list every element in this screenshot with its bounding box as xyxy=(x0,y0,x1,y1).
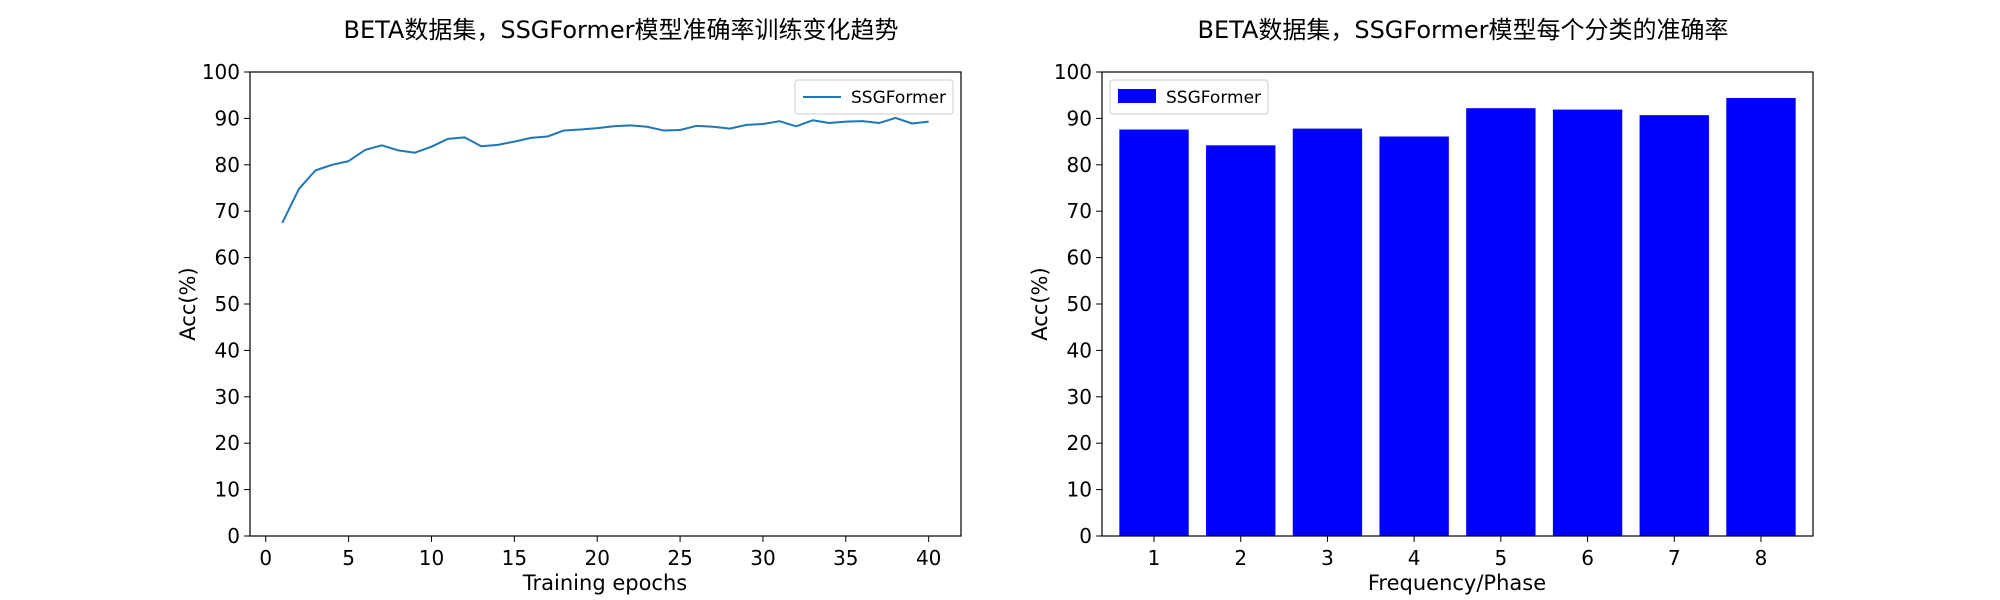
y-tick-label: 100 xyxy=(202,60,240,84)
y-tick-label: 60 xyxy=(1067,246,1092,270)
y-tick-label: 80 xyxy=(1067,153,1092,177)
y-tick-label: 70 xyxy=(215,199,240,223)
line-chart: BETA数据集，SSGFormer模型准确率训练变化趋势 01020304050… xyxy=(176,16,962,595)
line-chart-ticks: 0 10 20 30 40 50 60 70 80 90 100 0 5 10 15 20 25 30 35 40 xyxy=(202,60,942,570)
bar-chart-frame xyxy=(1101,71,1814,537)
y-tick-label: 100 xyxy=(1054,60,1092,84)
x-tick-label: 2 xyxy=(1234,546,1247,570)
y-tick-label: 30 xyxy=(1067,385,1092,409)
x-tick-label: 4 xyxy=(1408,546,1421,570)
x-tick-label: 7 xyxy=(1668,546,1681,570)
y-tick-label: 10 xyxy=(215,478,240,502)
x-tick-label: 0 xyxy=(259,546,272,570)
x-tick-label: 30 xyxy=(750,546,775,570)
line-chart-marks xyxy=(281,116,929,224)
line-chart-title: BETA数据集，SSGFormer模型准确率训练变化趋势 xyxy=(344,16,899,44)
bar-legend-swatch xyxy=(1118,89,1156,103)
y-tick-label: 20 xyxy=(1067,431,1092,455)
line-legend-label: SSGFormer xyxy=(851,88,946,108)
y-tick-label: 0 xyxy=(227,524,240,548)
y-tick-label: 20 xyxy=(215,431,240,455)
x-tick-label: 15 xyxy=(502,546,527,570)
y-tick-label: 50 xyxy=(1067,292,1092,316)
bar xyxy=(1466,108,1536,536)
x-tick-label: 3 xyxy=(1321,546,1334,570)
y-tick-label: 40 xyxy=(1067,338,1092,362)
line-chart-frame xyxy=(249,71,962,537)
x-tick-label: 20 xyxy=(584,546,609,570)
bar-chart: BETA数据集，SSGFormer模型每个分类的准确率 0 10 20 30 40 50 6… xyxy=(1028,16,1814,595)
y-tick-label: 0 xyxy=(1079,524,1092,548)
x-tick-label: 5 xyxy=(1494,546,1507,570)
bar-chart-marks xyxy=(1119,97,1796,537)
y-tick-label: 30 xyxy=(215,385,240,409)
bar-chart-xlabel: Frequency/Phase xyxy=(1368,571,1546,595)
x-tick-label: 10 xyxy=(419,546,444,570)
series-line xyxy=(281,116,929,224)
bar-chart-title: BETA数据集，SSGFormer模型每个分类的准确率 xyxy=(1198,16,1729,44)
line-chart-xlabel: Training epochs xyxy=(522,571,687,595)
bar-legend-box xyxy=(1109,79,1269,115)
bar-legend-label: SSGFormer xyxy=(1166,88,1261,108)
line-legend-box xyxy=(794,79,954,115)
bar-chart-ylabel: Acc(%) xyxy=(1028,267,1052,340)
y-tick-label: 90 xyxy=(215,106,240,130)
y-tick-label: 80 xyxy=(215,153,240,177)
x-tick-label: 5 xyxy=(342,546,355,570)
y-tick-label: 10 xyxy=(1067,478,1092,502)
x-tick-label: 35 xyxy=(833,546,858,570)
bar xyxy=(1206,145,1276,536)
y-tick-label: 70 xyxy=(1067,199,1092,223)
bar xyxy=(1119,129,1189,536)
x-tick-label: 25 xyxy=(667,546,692,570)
y-tick-label: 90 xyxy=(1067,106,1092,130)
x-tick-label: 1 xyxy=(1148,546,1161,570)
y-tick-label: 60 xyxy=(215,246,240,270)
x-tick-label: 6 xyxy=(1581,546,1594,570)
x-tick-label: 40 xyxy=(916,546,941,570)
bar xyxy=(1292,128,1363,536)
y-tick-label: 50 xyxy=(215,292,240,316)
bar xyxy=(1552,109,1623,537)
bar xyxy=(1639,115,1709,536)
bar xyxy=(1379,136,1449,536)
bar-chart-ticks: 0 10 20 30 40 50 60 70 80 90 100 1 2 3 4 5 6 7 8 xyxy=(1054,60,1768,570)
x-tick-label: 8 xyxy=(1755,546,1768,570)
bar xyxy=(1726,97,1796,536)
line-chart-ylabel: Acc(%) xyxy=(176,267,200,340)
y-tick-label: 40 xyxy=(215,338,240,362)
bar-chart-legend: SSGFormer xyxy=(1109,79,1269,115)
line-chart-legend: SSGFormer xyxy=(794,79,954,115)
